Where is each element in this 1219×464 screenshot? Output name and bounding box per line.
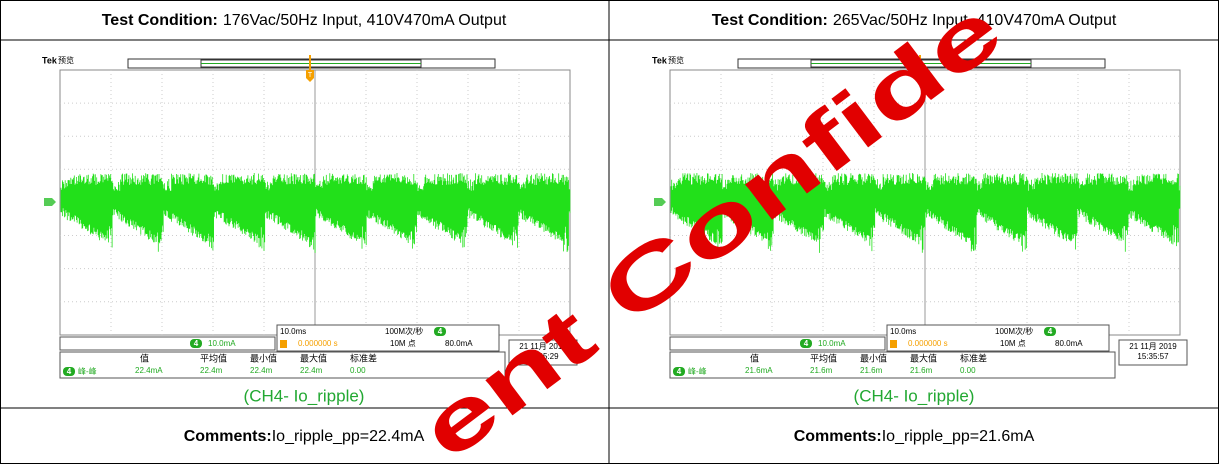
- comments-text: Io_ripple_pp=22.4mA: [272, 428, 425, 445]
- measure-header: 最大值: [300, 352, 327, 363]
- sample-rate: 100M次/秒: [385, 326, 423, 336]
- channel: 4: [67, 367, 72, 376]
- channel: 4: [194, 339, 199, 348]
- measure-header: 最小值: [860, 352, 887, 363]
- brand: Tek: [652, 55, 668, 65]
- condition-text: 176Vac/50Hz Input, 410V470mA Output: [223, 12, 507, 29]
- measure-value: 21.6mA: [745, 366, 773, 375]
- comments-label: Comments:: [184, 428, 272, 445]
- mode: 预览: [58, 55, 74, 65]
- trigger-badge: [890, 340, 897, 348]
- measure-label: 峰-峰: [78, 366, 97, 376]
- channel: 4: [804, 339, 809, 348]
- date-box: [508, 339, 578, 366]
- scale: 10.0mA: [208, 339, 236, 348]
- date-box: [1118, 339, 1188, 366]
- mode: 预览: [668, 55, 684, 65]
- record: 10M 点: [390, 339, 416, 348]
- trigger-level: 80.0mA: [1055, 339, 1083, 348]
- test-condition: Test Condition: 265Vac/50Hz Input, 410V47…: [712, 12, 1117, 29]
- channel-badge: [434, 327, 446, 336]
- oscilloscope: Tek 预览 T 4 10.0mA 10.0ms 100M次/秒 4 0.000000 s 10M…: [650, 55, 1190, 380]
- condition-text: 265Vac/50Hz Input, 410V470mA Output: [833, 12, 1117, 29]
- trigger-time: 0.000000 s: [908, 339, 948, 348]
- trigger-level: 80.0mA: [445, 339, 473, 348]
- measure-header: 最大值: [910, 352, 937, 363]
- measure-header: 值: [140, 352, 149, 363]
- oscilloscope: Tek 预览 T 4 10.0mA 10.0ms 100M次/秒 4 0.000000 s 10M…: [40, 55, 580, 380]
- timebase: 10.0ms: [890, 327, 916, 336]
- trigger-badge: [280, 340, 287, 348]
- measure-value: 21.6m: [910, 366, 933, 375]
- channel-badge: [190, 339, 202, 348]
- measure-label: 峰-峰: [688, 366, 707, 376]
- measure-header: 平均值: [200, 352, 227, 363]
- caption: (CH4- Io_ripple): [244, 386, 365, 405]
- comments: Comments:Io_ripple_pp=22.4mA: [184, 428, 425, 445]
- trigger-time: 0.000000 s: [298, 339, 338, 348]
- measure-header: 值: [750, 352, 759, 363]
- caption: (CH4- Io_ripple): [854, 386, 975, 405]
- scale: 10.0mA: [818, 339, 846, 348]
- measure-header: 最小值: [250, 352, 277, 363]
- measure-box: [669, 351, 1116, 379]
- time: 15:35:29: [527, 352, 559, 361]
- test-condition: Test Condition: 176Vac/50Hz Input, 410V47…: [102, 12, 507, 29]
- ground-marker: [654, 198, 666, 206]
- channel-badge: [673, 367, 685, 376]
- timebase: 10.0ms: [280, 327, 306, 336]
- trigger-mark: T: [918, 72, 923, 79]
- timebase-box: [276, 324, 500, 352]
- channel-box: [59, 336, 276, 351]
- channel-badge: [63, 367, 75, 376]
- ground-marker: [44, 198, 56, 206]
- sample-rate: 100M次/秒: [995, 326, 1033, 336]
- waveform: [670, 173, 1181, 253]
- trigger-marker: [916, 70, 924, 82]
- channel-badge: [1044, 327, 1056, 336]
- measure-value: 21.6m: [860, 366, 883, 375]
- measure-value: 0.00: [960, 366, 976, 375]
- channel-box: [669, 336, 886, 351]
- date: 21 11月 2019: [519, 342, 567, 351]
- channel: 4: [438, 327, 443, 336]
- trigger-marker: [306, 70, 314, 82]
- timebase-box: [886, 324, 1110, 352]
- comments-label: Comments:: [794, 428, 882, 445]
- measure-value: 22.4m: [200, 366, 223, 375]
- measure-value: 22.4m: [250, 366, 273, 375]
- measure-box: [59, 351, 506, 379]
- date: 21 11月 2019: [1129, 342, 1177, 351]
- measure-value: 22.4m: [300, 366, 323, 375]
- trigger-mark: T: [308, 72, 313, 79]
- measure-value: 21.6m: [810, 366, 833, 375]
- channel-badge: [800, 339, 812, 348]
- measure-header: 标准差: [960, 352, 987, 363]
- waveform: [60, 173, 571, 253]
- measure-header: 标准差: [350, 352, 377, 363]
- measure-header: 平均值: [810, 352, 837, 363]
- time: 15:35:57: [1137, 352, 1169, 361]
- channel: 4: [1048, 327, 1053, 336]
- brand: Tek: [42, 55, 58, 65]
- comments: Comments:Io_ripple_pp=21.6mA: [794, 428, 1035, 445]
- channel: 4: [677, 367, 682, 376]
- condition-label: Test Condition:: [102, 12, 218, 29]
- comments-text: Io_ripple_pp=21.6mA: [882, 428, 1035, 445]
- measure-value: 0.00: [350, 366, 366, 375]
- record: 10M 点: [1000, 339, 1026, 348]
- condition-label: Test Condition:: [712, 12, 828, 29]
- measure-value: 22.4mA: [135, 366, 163, 375]
